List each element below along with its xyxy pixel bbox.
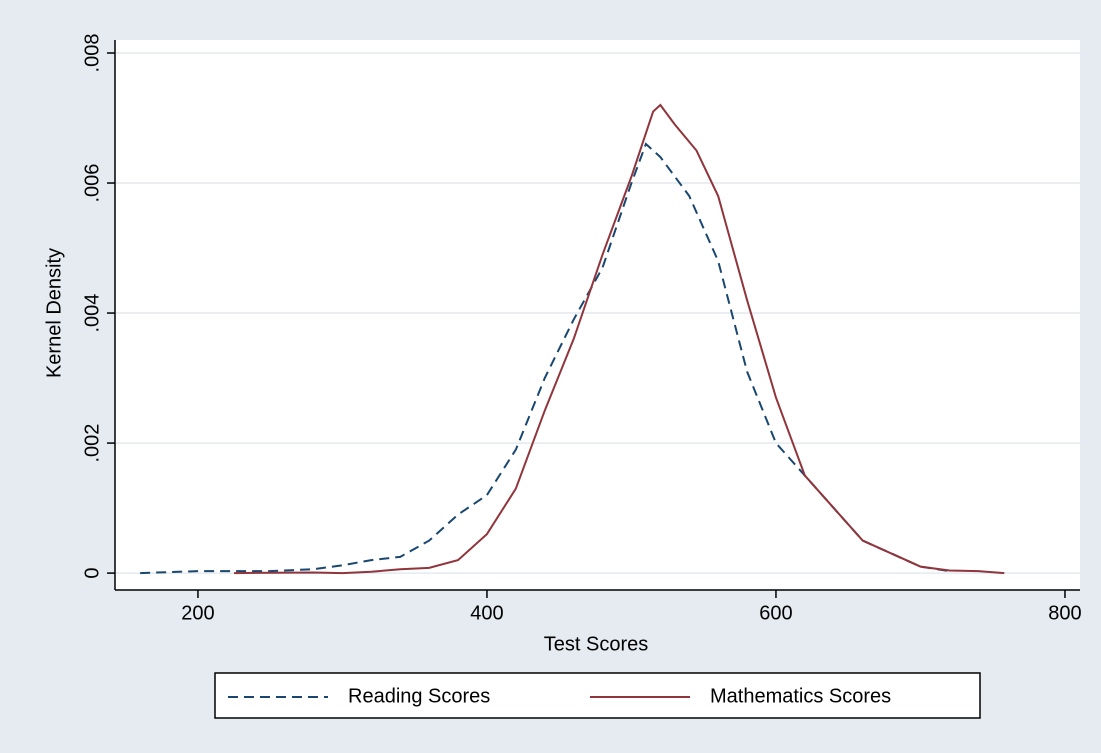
- y-tick-label: .004: [81, 294, 103, 333]
- y-tick-label: .008: [81, 34, 103, 73]
- legend-label: Reading Scores: [348, 685, 490, 707]
- plot-area: [115, 40, 1080, 590]
- y-tick-label: 0: [81, 568, 103, 579]
- x-tick-label: 200: [181, 602, 214, 624]
- legend-box: [214, 672, 981, 719]
- x-tick-label: 400: [470, 602, 503, 624]
- legend-label: Mathematics Scores: [710, 685, 891, 707]
- y-axis-title: Kernel Density: [43, 248, 65, 378]
- x-axis-title: Test Scores: [544, 633, 648, 655]
- density-line: [234, 103, 1005, 575]
- y-tick-label: .002: [81, 424, 103, 463]
- x-tick-label: 600: [759, 602, 792, 624]
- x-tick-label: 800: [1048, 602, 1081, 624]
- y-tick-label: .006: [81, 164, 103, 203]
